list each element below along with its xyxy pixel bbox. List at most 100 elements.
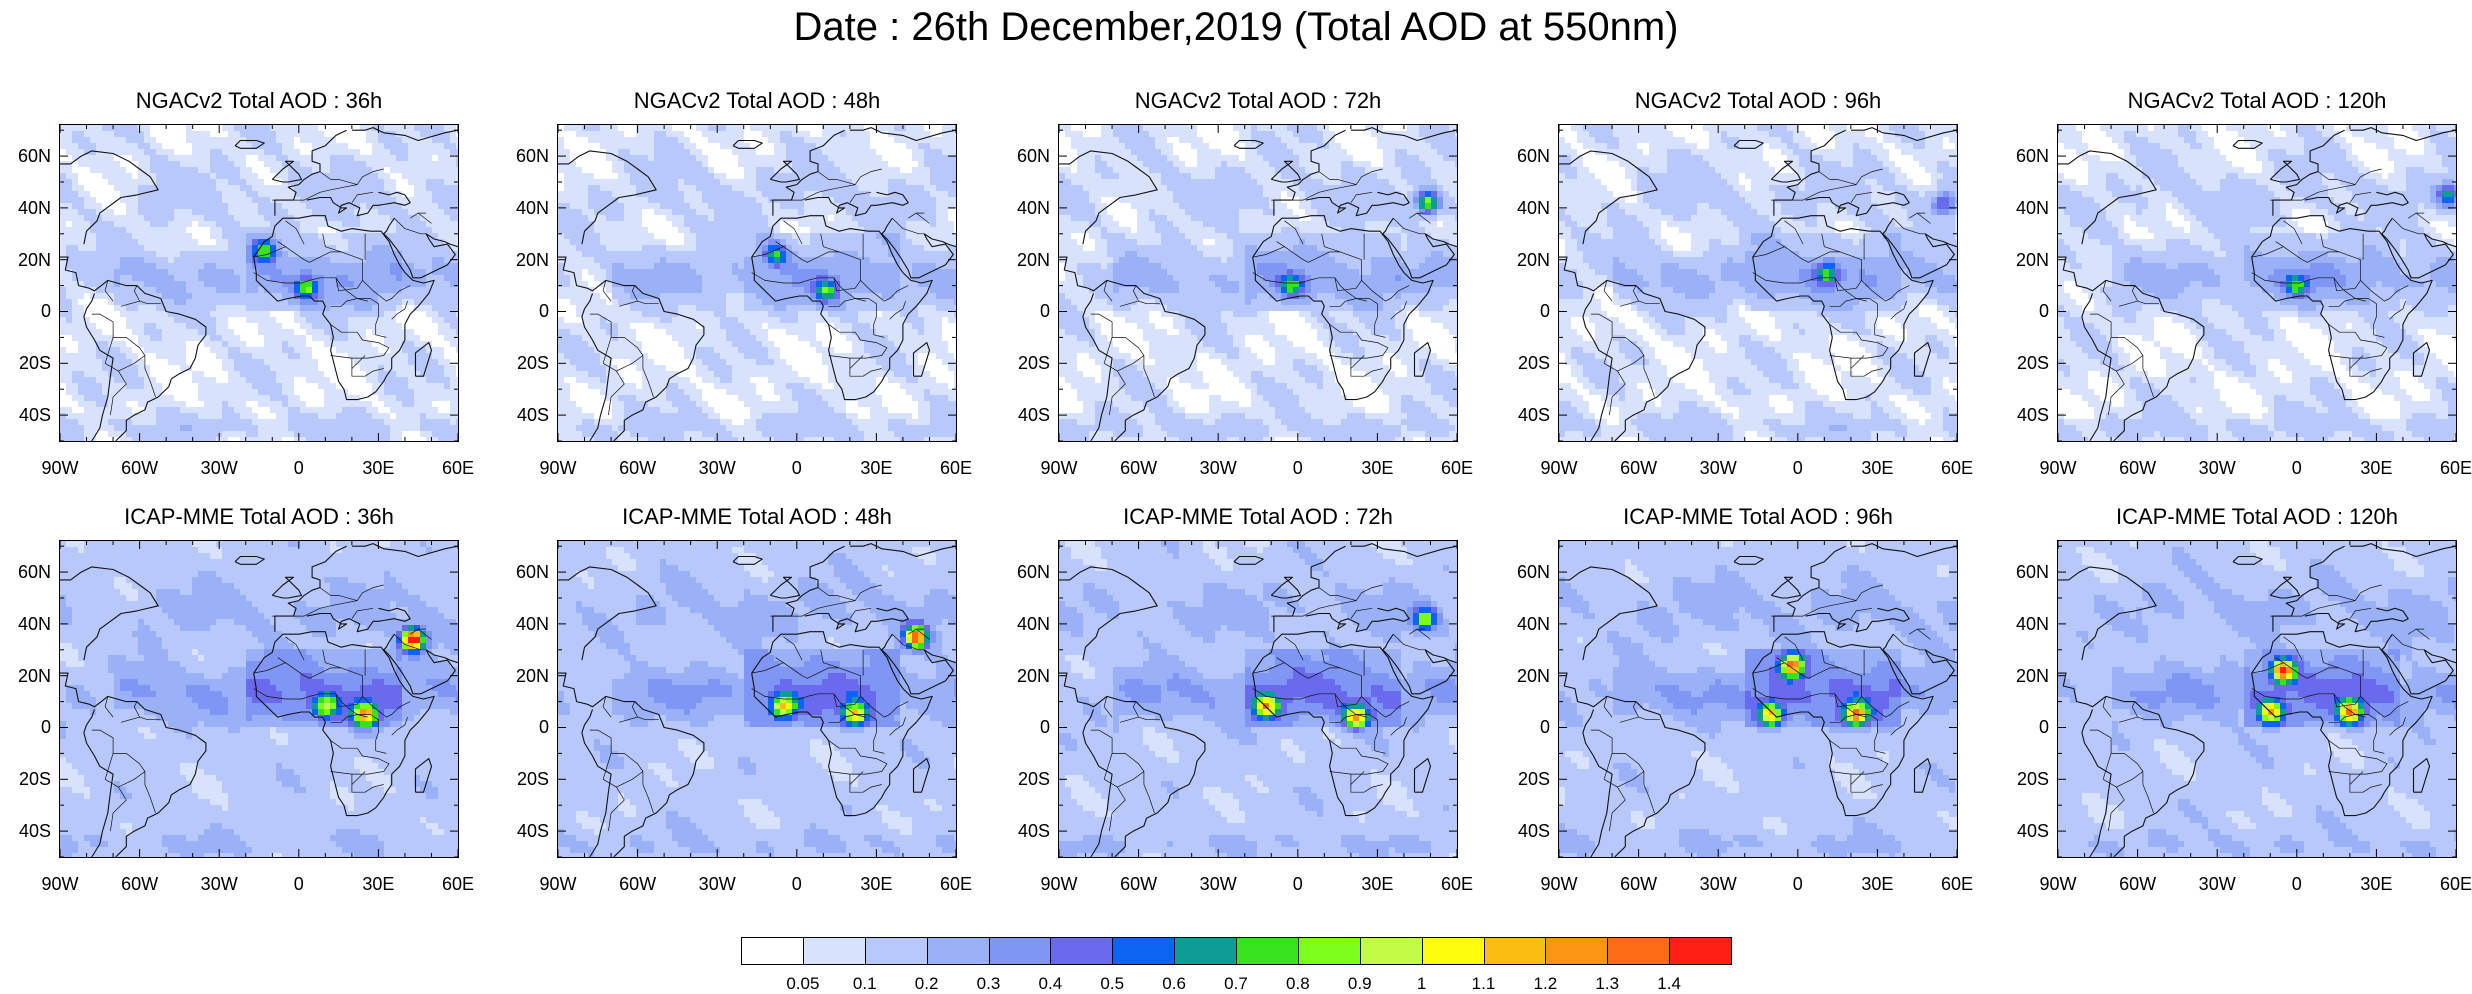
latitude-tick-label: 20N xyxy=(1017,250,1050,270)
longitude-tick-label: 30W xyxy=(1200,458,1237,478)
colorbar-swatch xyxy=(1483,937,1547,965)
colorbar-level-label: 1.1 xyxy=(1472,974,1496,994)
latitude-tick-label: 0 xyxy=(41,717,51,737)
latitude-tick-label: 40S xyxy=(517,405,549,425)
colorbar-swatch xyxy=(1050,937,1114,965)
latitude-tick-labels: 60N 40N 20N 0 20S 40S xyxy=(1498,540,1550,858)
aod-field-map xyxy=(2058,125,2456,441)
latitude-tick-label: 20S xyxy=(517,353,549,373)
latitude-tick-label: 20S xyxy=(1018,769,1050,789)
longitude-tick-label: 0 xyxy=(2292,458,2302,478)
colorbar-level-label: 0.8 xyxy=(1286,974,1310,994)
coastlines xyxy=(1559,543,1957,857)
longitude-tick-label: 60W xyxy=(2119,458,2156,478)
latitude-tick-label: 60N xyxy=(1017,146,1050,166)
longitude-tick-label: 30W xyxy=(201,874,238,894)
latitude-tick-label: 60N xyxy=(1017,562,1050,582)
latitude-tick-label: 0 xyxy=(41,301,51,321)
latitude-tick-label: 20N xyxy=(18,666,51,686)
map-frame xyxy=(1558,124,1958,442)
latitude-tick-label: 60N xyxy=(2016,146,2049,166)
longitude-tick-labels: 90W 60W 30W 0 30E 60E xyxy=(1540,458,1973,482)
latitude-tick-labels: 60N 40N 20N 0 20S 40S xyxy=(497,124,549,442)
longitude-tick-labels: 90W 60W 30W 0 30E 60E xyxy=(41,458,474,482)
latitude-tick-label: 0 xyxy=(1040,301,1050,321)
colorbar-level-label: 0.05 xyxy=(786,974,819,994)
latitude-tick-label: 40S xyxy=(1518,405,1550,425)
aod-shading xyxy=(1559,541,1957,857)
colorbar-swatch xyxy=(1607,937,1671,965)
longitude-tick-label: 60E xyxy=(940,874,972,894)
aod-shading xyxy=(60,541,458,857)
latitude-tick-label: 60N xyxy=(1517,562,1550,582)
latitude-tick-label: 20N xyxy=(1517,666,1550,686)
longitude-tick-label: 90W xyxy=(41,458,78,478)
aod-field-map xyxy=(1059,541,1457,857)
colorbar-level-label: 0.4 xyxy=(1039,974,1063,994)
latitude-tick-label: 40N xyxy=(1517,198,1550,218)
aod-field-map xyxy=(2058,541,2456,857)
colorbar-level-label: 0.6 xyxy=(1162,974,1186,994)
longitude-tick-label: 60E xyxy=(940,458,972,478)
longitude-tick-label: 0 xyxy=(2292,874,2302,894)
map-frame xyxy=(1058,540,1458,858)
latitude-tick-label: 40N xyxy=(18,614,51,634)
coastlines xyxy=(60,543,458,857)
longitude-tick-label: 30E xyxy=(860,874,892,894)
coastlines xyxy=(1059,127,1457,441)
longitude-tick-label: 90W xyxy=(1540,874,1577,894)
latitude-tick-label: 60N xyxy=(2016,562,2049,582)
latitude-tick-label: 40N xyxy=(2016,198,2049,218)
latitude-tick-label: 40N xyxy=(2016,614,2049,634)
axis-ticks xyxy=(558,541,956,857)
latitude-tick-label: 0 xyxy=(1540,717,1550,737)
coastlines xyxy=(60,127,458,441)
longitude-tick-label: 30E xyxy=(2360,874,2392,894)
colorbar-level-label: 0.5 xyxy=(1100,974,1124,994)
longitude-tick-label: 30W xyxy=(1200,874,1237,894)
panel-title: ICAP-MME Total AOD : 96h xyxy=(1518,504,1998,530)
colorbar-swatch xyxy=(1297,937,1361,965)
latitude-tick-label: 60N xyxy=(1517,146,1550,166)
colorbar-level-label: 0.9 xyxy=(1348,974,1372,994)
latitude-tick-label: 20N xyxy=(2016,250,2049,270)
map-panel: NGACv2 Total AOD : 48h 60N 40N 20N 0 20S 40S 90… xyxy=(516,88,972,484)
panel-title: ICAP-MME Total AOD : 120h xyxy=(2017,504,2472,530)
axis-ticks xyxy=(1559,125,1957,441)
longitude-tick-label: 90W xyxy=(41,874,78,894)
axis-ticks xyxy=(1059,541,1457,857)
longitude-tick-label: 0 xyxy=(294,458,304,478)
longitude-tick-label: 30W xyxy=(699,458,736,478)
aod-field-map xyxy=(1559,125,1957,441)
axis-ticks xyxy=(2058,541,2456,857)
longitude-tick-label: 90W xyxy=(2039,458,2076,478)
colorbar-level-label: 0.1 xyxy=(853,974,877,994)
longitude-tick-label: 0 xyxy=(1293,874,1303,894)
latitude-tick-labels: 60N 40N 20N 0 20S 40S xyxy=(0,124,51,442)
longitude-tick-label: 30E xyxy=(1861,874,1893,894)
longitude-tick-labels: 90W 60W 30W 0 30E 60E xyxy=(1040,874,1473,898)
longitude-tick-label: 90W xyxy=(1040,458,1077,478)
colorbar-labels: 0.05 0.1 0.2 0.3 0.4 0.5 0.6 0.7 0.8 0.9 1 1.1 1.2 1.… xyxy=(741,974,1731,994)
map-panel: ICAP-MME Total AOD : 36h 60N 40N 20N 0 20S 40S… xyxy=(18,504,474,900)
latitude-tick-label: 20N xyxy=(516,666,549,686)
map-panel: ICAP-MME Total AOD : 72h 60N 40N 20N 0 20S 40S… xyxy=(1017,504,1473,900)
latitude-tick-label: 40S xyxy=(19,405,51,425)
longitude-tick-label: 60W xyxy=(619,458,656,478)
longitude-tick-label: 30W xyxy=(1700,458,1737,478)
longitude-tick-label: 60W xyxy=(1120,458,1157,478)
longitude-tick-labels: 90W 60W 30W 0 30E 60E xyxy=(41,874,474,898)
colorbar-swatch xyxy=(1545,937,1609,965)
colorbar-swatch xyxy=(1421,937,1485,965)
latitude-tick-label: 0 xyxy=(2039,717,2049,737)
longitude-tick-label: 30E xyxy=(1361,458,1393,478)
latitude-tick-label: 40S xyxy=(1018,405,1050,425)
colorbar-level-label: 1.4 xyxy=(1657,974,1681,994)
panel-title: NGACv2 Total AOD : 48h xyxy=(517,88,997,114)
latitude-tick-label: 0 xyxy=(539,301,549,321)
colorbar-level-label: 0.3 xyxy=(977,974,1001,994)
axis-ticks xyxy=(2058,125,2456,441)
aod-shading xyxy=(2058,125,2456,441)
colorbar-level-label: 1.2 xyxy=(1534,974,1558,994)
longitude-tick-label: 30E xyxy=(860,458,892,478)
